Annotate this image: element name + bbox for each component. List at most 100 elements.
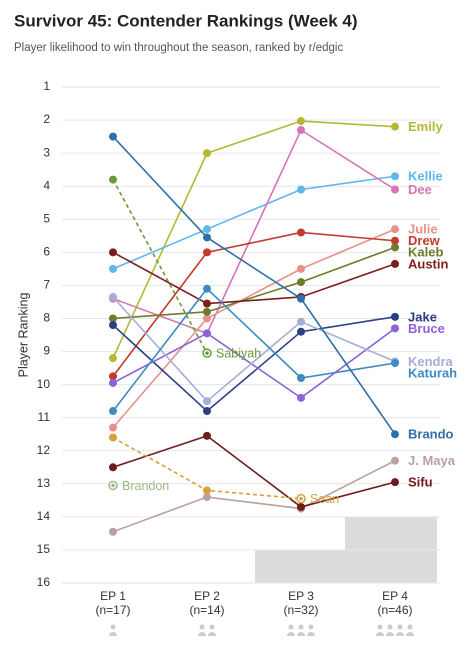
icon [288,624,294,630]
marker [297,502,305,511]
y-tick-label: 2 [43,112,50,126]
series-label: Julie [408,222,438,237]
marker [109,132,117,141]
series-label: Sabiyah [216,346,261,360]
x-tick-label: EP 4 [382,589,408,603]
marker [203,431,211,440]
series-line [112,316,396,413]
y-tick-label: 13 [37,476,51,490]
marker [297,125,305,134]
marker [297,317,305,326]
marker [391,122,399,131]
x-tick-sublabel: (n=17) [95,603,130,617]
icon [199,624,205,630]
marker [203,284,211,293]
series-label: Katurah [408,365,457,380]
y-tick-label: 1 [43,79,50,93]
y-tick-label: 8 [43,311,50,325]
marker-dot [111,483,115,488]
marker [203,307,211,316]
marker [109,314,117,323]
marker [203,299,211,308]
marker [297,264,305,273]
series-label: Sifu [408,475,433,490]
marker [203,397,211,406]
series-line [112,136,396,435]
marker [109,372,117,381]
marker [203,486,211,495]
marker [391,236,399,245]
series-label: Brando [408,427,454,442]
marker [391,359,399,368]
y-tick-label: 3 [43,145,50,159]
icon [396,632,404,636]
icon [308,624,314,630]
y-tick-label: 12 [37,443,51,457]
icon [377,624,383,630]
y-tick-label: 14 [37,509,51,523]
series-line [112,175,396,270]
marker [109,433,117,442]
marker [391,430,399,439]
marker [297,185,305,194]
icon [298,624,304,630]
icon [110,624,116,630]
marker [109,292,117,301]
marker [391,243,399,252]
marker [391,172,399,181]
marker-dot [205,351,209,355]
series-label: J. Maya [408,453,456,468]
marker [297,294,305,303]
series-label: Sean [310,492,339,506]
series-label: Drew [408,233,441,248]
marker [297,373,305,382]
marker [109,354,117,363]
series-line [112,459,396,533]
icon [208,632,216,636]
series-line [112,231,396,377]
marker [109,423,117,432]
icon [297,632,305,636]
series-line [112,287,396,412]
x-tick-label: EP 1 [100,589,126,603]
marker [297,393,305,402]
marker [391,312,399,321]
icon [406,632,414,636]
marker [109,407,117,416]
x-tick-sublabel: (n=32) [283,603,318,617]
marker [297,117,305,126]
marker [391,324,399,333]
marker [203,149,211,158]
marker [391,259,399,268]
series-label: Kendra [408,354,454,369]
series-line [112,434,396,508]
series-label: Bruce [408,321,445,336]
marker [203,314,211,323]
marker [109,527,117,536]
marker [297,327,305,336]
marker [297,278,305,287]
series-label: Jake [408,309,437,324]
marker [203,493,211,502]
series-label: Emily [408,119,443,134]
shade [255,550,345,583]
icon [386,632,394,636]
icon [209,624,215,630]
series-line [112,246,396,320]
marker [391,225,399,234]
y-tick-label: 5 [43,211,50,225]
x-tick-sublabel: (n=46) [377,603,412,617]
marker [109,463,117,472]
series-line [112,128,396,335]
marker [203,225,211,234]
icon [387,624,393,630]
marker [203,248,211,257]
icon [376,632,384,636]
y-tick-label: 15 [37,542,51,556]
series-line [112,327,396,399]
series-label: Dee [408,182,432,197]
y-tick-label: 6 [43,245,50,259]
series-line [112,228,396,429]
